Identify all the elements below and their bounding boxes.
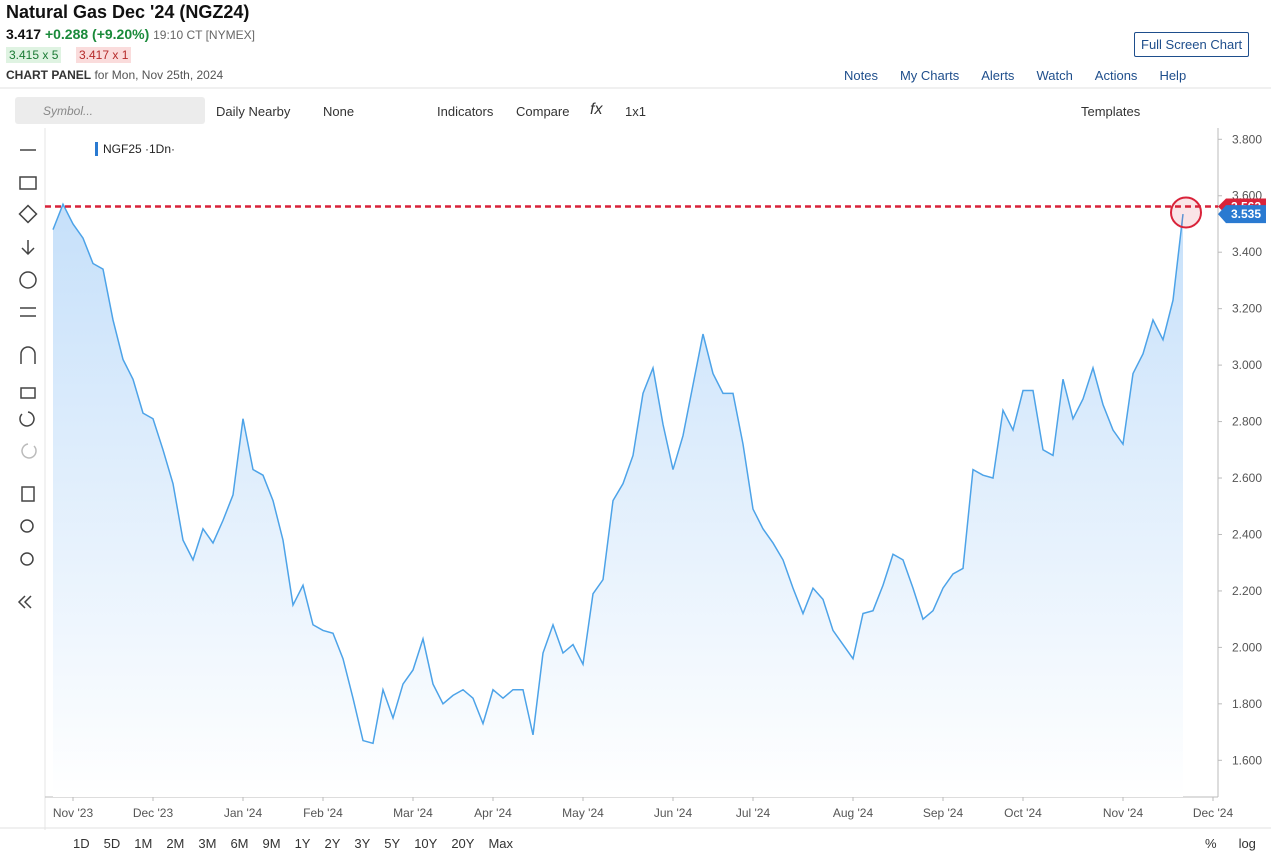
period-button[interactable]: 10Y [414,836,438,851]
tool-icon[interactable] [20,552,34,566]
tool-icon[interactable] [19,271,37,289]
period-button[interactable]: 1M [134,836,153,851]
y-tick-label: 1.800 [1232,697,1262,711]
nav-link[interactable]: Actions [1094,68,1138,83]
tool-icon[interactable] [17,595,32,609]
period-button[interactable]: 5D [103,836,121,851]
x-tick-label: Nov '23 [53,806,94,820]
tool-icon[interactable] [19,411,35,427]
ask: 3.417 x 1 [76,47,132,63]
y-tick-label: 3.200 [1232,302,1262,316]
left-tools [17,149,38,609]
symbol-box[interactable]: Symbol... [15,97,205,124]
plot-area: 1.600 1.800 2.000 2.200 2.400 2.600 2.800 3.000… [45,132,1266,820]
y-tick-label: 2.000 [1232,640,1262,654]
overlay-select[interactable]: None [323,104,355,119]
y-tick-label: 2.400 [1232,527,1262,541]
templates-button[interactable]: Templates [1081,104,1141,119]
x-tick-label: Dec '23 [133,806,174,820]
tool-icon[interactable] [21,486,35,502]
tool-icon[interactable] [20,387,36,399]
scale-bar: % log [1205,836,1256,851]
x-tick-label: Nov '24 [1103,806,1144,820]
y-tick-label: 3.000 [1232,358,1262,372]
quote: 3.417 +0.288 (+9.20%) 19:10 CT [NYMEX] [6,26,255,42]
period-button[interactable]: 1D [73,836,90,851]
last-price-box [1218,205,1266,224]
y-tick-label: 2.200 [1232,584,1262,598]
panel-line: CHART PANEL for Mon, Nov 25th, 2024 [6,68,223,82]
y-tick-label: 2.800 [1232,415,1262,429]
time: 19:10 CT [NYMEX] [153,28,255,42]
tool-icon[interactable] [20,519,34,533]
change: +0.288 (+9.20%) [44,26,150,42]
tool-icon[interactable] [19,176,37,190]
bid: 3.415 x 5 [6,47,62,63]
period-button[interactable]: 6M [230,836,249,851]
period-button[interactable]: Max [488,836,514,851]
title: Natural Gas Dec '24 (NGZ24) [6,2,250,22]
x-tick-label: Feb '24 [303,806,343,820]
nav-bar: Notes My Charts Alerts Watch Actions Help [844,68,1186,83]
highlight-circle [1170,196,1202,229]
nav-link[interactable]: Watch [1036,68,1073,83]
series-legend: NGF25 ·1Dn· [95,142,175,156]
nav-link[interactable]: Help [1159,68,1187,83]
period-button[interactable]: 3M [198,836,217,851]
layout-select[interactable]: 1x1 [625,104,646,119]
tool-icon[interactable] [20,346,36,364]
x-tick-label: Jul '24 [736,806,771,820]
period-button[interactable]: 1Y [294,836,311,851]
panel-title: CHART PANEL [6,68,92,82]
x-tick-label: Oct '24 [1004,806,1042,820]
period-button[interactable]: 2M [166,836,185,851]
x-tick-label: Jan '24 [224,806,263,820]
scale-option[interactable]: log [1238,836,1256,851]
period-button[interactable]: 3Y [354,836,371,851]
tool-icon[interactable] [18,204,38,224]
symbol-placeholder: Symbol... [43,104,94,118]
period-button[interactable]: 9M [262,836,281,851]
panel-date: for Mon, Nov 25th, 2024 [94,68,224,82]
y-tick-label: 1.600 [1232,753,1262,767]
x-tick-label: Aug '24 [833,806,874,820]
x-tick-label: Jun '24 [654,806,693,820]
tool-icon[interactable] [21,443,37,459]
period-select[interactable]: Daily Nearby [216,104,291,119]
y-tick-label: 3.400 [1232,245,1262,259]
last-price-label: 3.535 [1231,207,1261,221]
price-line [52,202,1184,745]
area-fill [53,204,1183,797]
y-tick-label: 3.800 [1232,132,1262,146]
fx-button[interactable]: fx [590,101,603,118]
compare-button[interactable]: Compare [516,104,570,119]
price: 3.417 [6,26,42,42]
x-tick-label: May '24 [562,806,604,820]
period-button[interactable]: 5Y [384,836,401,851]
x-tick-label: Apr '24 [474,806,512,820]
period-button[interactable]: 2Y [324,836,341,851]
nav-link[interactable]: Alerts [981,68,1015,83]
period-bar: 1D 5D 1M 2M 3M 6M 9M 1Y 2Y 3Y 5Y 10Y 20Y Max [73,836,513,851]
fullscreen-button[interactable]: Full Screen Chart [1134,32,1250,57]
tool-icon[interactable] [21,240,35,256]
nav-link[interactable]: My Charts [899,68,960,83]
period-button[interactable]: 20Y [451,836,475,851]
tool-icon[interactable] [20,307,36,317]
nav-link[interactable]: Notes [844,68,878,83]
scale-option[interactable]: % [1205,836,1217,851]
indicators-button[interactable]: Indicators [437,104,494,119]
x-tick-label: Dec '24 [1193,806,1234,820]
x-tick-label: Sep '24 [923,806,964,820]
x-tick-label: Mar '24 [393,806,433,820]
y-tick-label: 2.600 [1232,471,1262,485]
